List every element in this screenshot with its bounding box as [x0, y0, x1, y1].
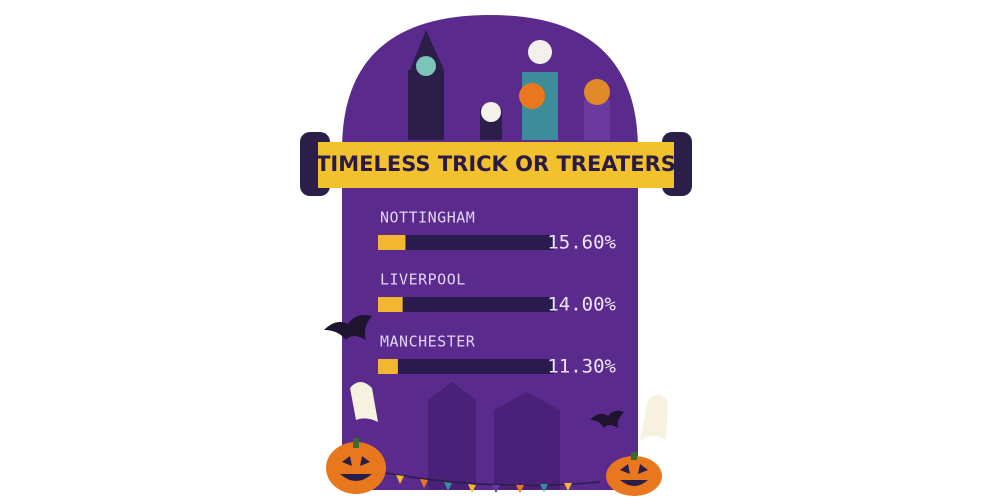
bar-chart: NOTTINGHAM 15.60% LIVERPOOL 14.00% MANCHESTE…	[378, 209, 617, 378]
bar-track	[378, 359, 554, 374]
pumpkin	[326, 438, 386, 494]
bunting-string	[379, 471, 601, 487]
category-label: MANCHESTER	[380, 333, 476, 351]
ghost	[350, 382, 378, 422]
bunting	[396, 475, 572, 493]
bar	[378, 297, 403, 312]
characters	[408, 30, 610, 140]
bat	[590, 410, 624, 428]
bar-track	[378, 297, 554, 312]
bat	[324, 315, 372, 340]
bar	[378, 235, 406, 250]
bar	[378, 359, 398, 374]
banner	[318, 142, 674, 188]
value-label: 14.00%	[547, 294, 616, 316]
bar-track	[378, 235, 554, 250]
ghost	[640, 394, 668, 440]
value-label: 15.60%	[547, 232, 616, 254]
chart-title: TIMELESS TRICK OR TREATERS	[316, 152, 676, 176]
category-label: NOTTINGHAM	[380, 209, 475, 227]
value-label: 11.30%	[547, 356, 616, 378]
category-label: LIVERPOOL	[380, 271, 466, 289]
buildings	[428, 382, 560, 490]
pumpkin	[606, 452, 662, 496]
